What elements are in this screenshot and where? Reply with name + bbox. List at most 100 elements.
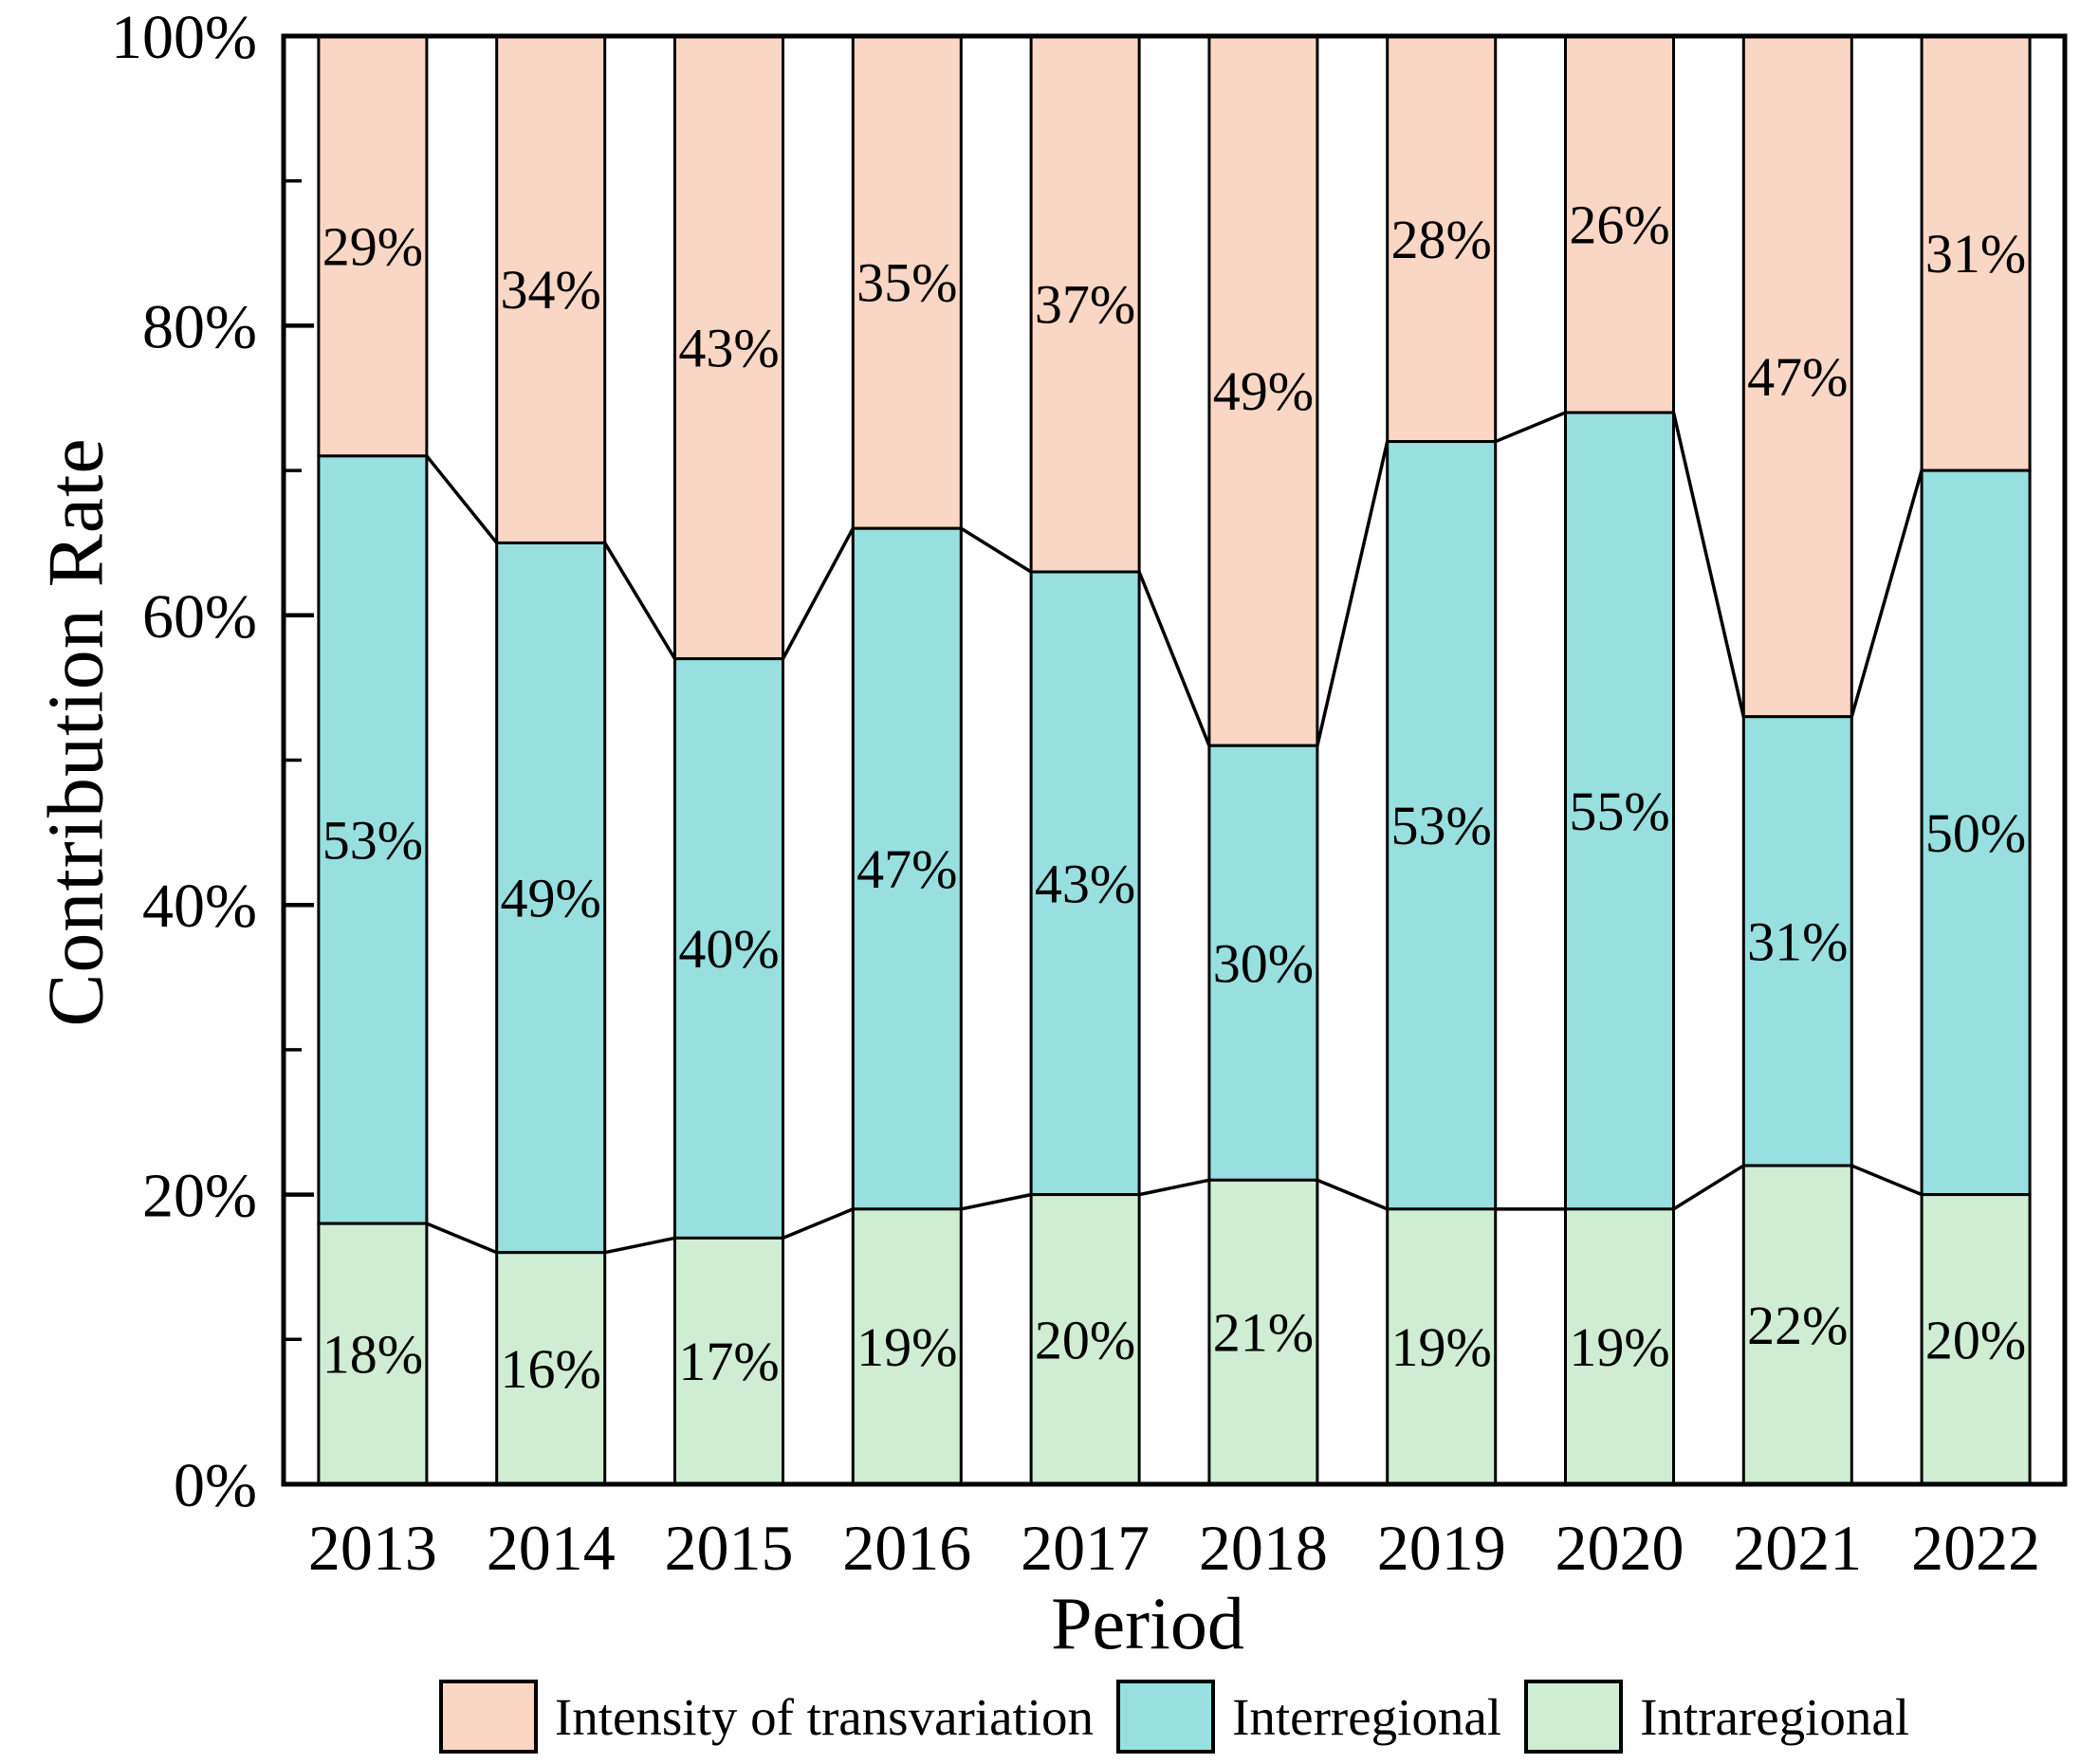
x-tick-label-2013: 2013 — [308, 1512, 437, 1584]
value-label-2015-transvariation: 43% — [678, 317, 779, 378]
value-label-2015-interregional: 40% — [678, 918, 779, 980]
bar-segment-2018-intraregional — [1207, 1178, 1319, 1486]
bar-segment-2016-intraregional — [851, 1207, 963, 1486]
y-tick-label-20: 20% — [142, 1162, 257, 1231]
value-label-2017-interregional: 43% — [1035, 853, 1135, 914]
value-label-2019-transvariation: 28% — [1391, 209, 1492, 270]
connector-line-0-5 — [1316, 1178, 1389, 1211]
connector-line-0-7 — [1672, 1164, 1745, 1211]
y-tick-label-100: 100% — [111, 3, 257, 72]
x-axis-title: Period — [1051, 1582, 1244, 1664]
x-tick-label-2016: 2016 — [842, 1512, 971, 1584]
connector-line-0-3 — [960, 1192, 1032, 1211]
value-label-2018-interregional: 30% — [1213, 932, 1314, 994]
connector-line-1-8 — [1850, 469, 1924, 718]
bar-segment-2021-transvariation — [1741, 34, 1853, 719]
bar-segment-2022-transvariation — [1920, 34, 2032, 472]
x-tick-label-2014: 2014 — [487, 1512, 616, 1584]
legend-swatch-1 — [1116, 1680, 1216, 1754]
connector-line-1-4 — [1137, 571, 1211, 746]
legend-swatch-0 — [438, 1680, 538, 1754]
x-tick-label-2021: 2021 — [1733, 1512, 1862, 1584]
bar-segment-2022-intraregional — [1920, 1193, 2032, 1486]
value-label-2013-transvariation: 29% — [322, 215, 423, 277]
bar-segment-2020-intraregional — [1564, 1207, 1675, 1486]
value-label-2020-interregional: 55% — [1569, 781, 1669, 842]
connector-line-1-1 — [603, 542, 676, 660]
connector-line-0-4 — [1138, 1178, 1210, 1197]
bar-segment-2019-interregional — [1386, 440, 1498, 1211]
value-label-2019-intraregional: 19% — [1391, 1316, 1492, 1378]
connector-line-1-2 — [781, 527, 855, 660]
x-tick-label-2019: 2019 — [1377, 1512, 1506, 1584]
value-label-2020-intraregional: 19% — [1569, 1316, 1669, 1378]
legend-item-1: Interregional — [1116, 1680, 1501, 1754]
bar-segment-2014-transvariation — [495, 34, 607, 544]
bar-segment-2022-interregional — [1920, 469, 2032, 1197]
connector-line-0-1 — [604, 1236, 675, 1255]
value-label-2016-intraregional: 19% — [856, 1316, 957, 1378]
value-label-2020-transvariation: 26% — [1569, 194, 1669, 256]
connector-line-1-6 — [1495, 411, 1567, 444]
x-tick-label-2022: 2022 — [1911, 1512, 2040, 1584]
bar-segment-2021-interregional — [1741, 715, 1853, 1167]
bar-segment-2014-intraregional — [495, 1251, 607, 1486]
value-label-2018-intraregional: 21% — [1213, 1302, 1314, 1364]
value-label-2014-transvariation: 34% — [501, 259, 601, 321]
bar-segment-2019-intraregional — [1386, 1207, 1498, 1486]
legend-label-1: Interregional — [1232, 1687, 1502, 1746]
bar-segment-2013-interregional — [317, 454, 429, 1225]
value-label-2014-interregional: 49% — [501, 868, 601, 929]
legend-swatch-2 — [1524, 1680, 1624, 1754]
value-label-2019-interregional: 53% — [1391, 795, 1492, 856]
y-tick-label-40: 40% — [142, 872, 257, 941]
bar-segment-2019-transvariation — [1386, 34, 1498, 444]
value-label-2016-transvariation: 35% — [856, 252, 957, 314]
value-label-2022-interregional: 50% — [1925, 802, 2026, 864]
legend-item-2: Intraregional — [1524, 1680, 1909, 1754]
connector-line-1-0 — [425, 454, 499, 544]
bar-segment-2013-intraregional — [317, 1222, 429, 1486]
value-label-2022-transvariation: 31% — [1925, 223, 2026, 285]
bar-segment-2021-intraregional — [1741, 1164, 1853, 1486]
value-label-2016-interregional: 47% — [856, 838, 957, 900]
bar-segment-2020-interregional — [1564, 411, 1675, 1211]
y-tick-label-0: 0% — [174, 1451, 257, 1520]
x-tick-label-2020: 2020 — [1555, 1512, 1684, 1584]
x-tick-label-2017: 2017 — [1021, 1512, 1150, 1584]
value-label-2014-intraregional: 16% — [501, 1338, 601, 1400]
connector-line-1-3 — [960, 526, 1033, 574]
legend-item-0: Intensity of transvariation — [438, 1680, 1095, 1754]
x-tick-label-2018: 2018 — [1199, 1512, 1328, 1584]
plot-frame — [281, 33, 2068, 1487]
connector-line-0-8 — [1850, 1164, 1923, 1197]
value-label-2013-interregional: 53% — [322, 809, 423, 871]
connector-line-0-2 — [782, 1207, 854, 1240]
value-label-2018-transvariation: 49% — [1213, 360, 1314, 422]
bar-segment-2018-transvariation — [1207, 34, 1319, 747]
bar-segment-2013-transvariation — [317, 34, 429, 458]
connector-line-0-0 — [426, 1222, 498, 1255]
value-label-2021-interregional: 31% — [1747, 910, 1848, 972]
value-label-2017-transvariation: 37% — [1035, 273, 1135, 335]
bar-segment-2015-interregional — [673, 657, 784, 1240]
connector-line-1-5 — [1316, 441, 1390, 746]
bar-segment-2016-transvariation — [851, 34, 963, 530]
bar-segment-2018-interregional — [1207, 744, 1319, 1182]
legend: Intensity of transvariation Interregional… — [284, 1673, 2065, 1760]
value-label-2021-intraregional: 22% — [1747, 1295, 1848, 1356]
value-label-2015-intraregional: 17% — [678, 1331, 779, 1392]
legend-label-2: Intraregional — [1640, 1687, 1910, 1746]
value-label-2013-intraregional: 18% — [322, 1324, 423, 1386]
legend-label-0: Intensity of transvariation — [554, 1687, 1095, 1746]
connector-line-1-7 — [1671, 412, 1746, 718]
y-tick-label-80: 80% — [142, 292, 257, 361]
value-label-2022-intraregional: 20% — [1925, 1309, 2026, 1370]
value-label-2021-transvariation: 47% — [1747, 346, 1848, 408]
value-label-2017-intraregional: 20% — [1035, 1309, 1135, 1370]
bar-segment-2017-interregional — [1029, 570, 1141, 1197]
y-tick-label-60: 60% — [142, 582, 257, 652]
x-tick-label-2015: 2015 — [665, 1512, 794, 1584]
